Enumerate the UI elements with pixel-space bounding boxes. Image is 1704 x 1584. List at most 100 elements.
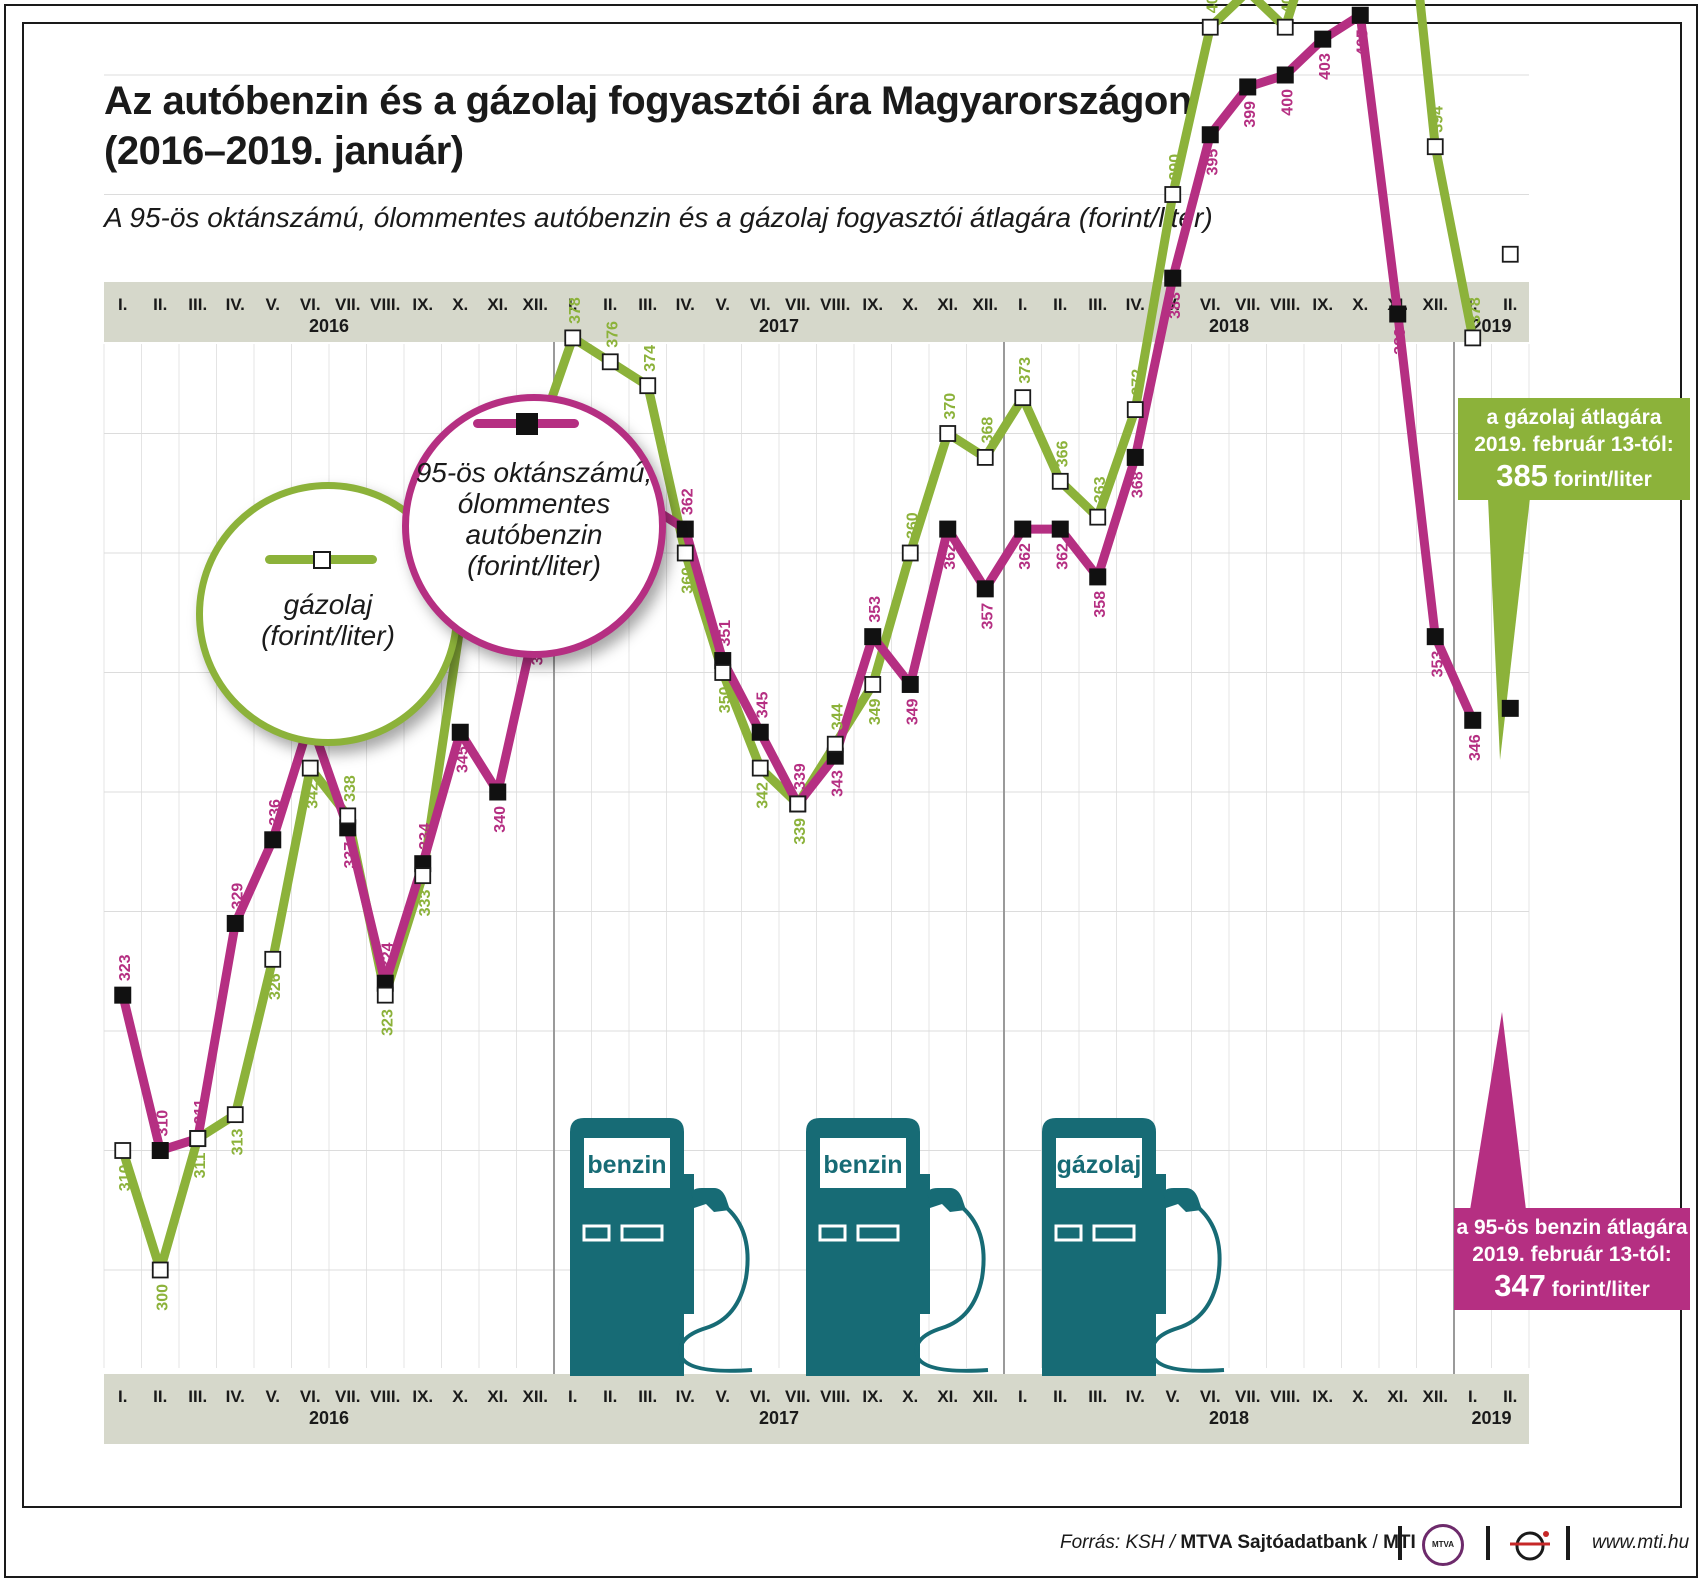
website-link[interactable]: www.mti.hu	[1592, 1532, 1690, 1553]
month-tick-label: II.	[603, 295, 617, 314]
data-label-gazolaj: 374	[642, 345, 659, 372]
legend-benzin-line2: ólommentes	[457, 488, 611, 519]
footer-divider	[1486, 1526, 1490, 1560]
data-label-gazolaj: 349	[867, 698, 884, 725]
title-line-1: Az autóbenzin és a gázolaj fogyasztói ár…	[104, 79, 1192, 123]
data-label-benzin: 311	[192, 1099, 209, 1125]
month-tick-label: XII.	[1422, 295, 1448, 314]
month-tick-label: IX.	[862, 1387, 883, 1406]
month-tick-label: IV.	[676, 295, 695, 314]
fuel-pump-icon: benzin	[570, 1118, 753, 1376]
data-label-benzin: 380	[1392, 328, 1409, 355]
marker-gazolaj	[1126, 401, 1144, 419]
data-label-gazolaj: 378	[567, 297, 584, 324]
data-label-gazolaj: 360	[904, 512, 921, 539]
marker-gazolaj	[789, 795, 807, 813]
marker-gazolaj	[976, 448, 994, 466]
month-tick-label: I.	[568, 295, 577, 314]
year-label: 2017	[759, 316, 799, 336]
data-label-gazolaj: 363	[1092, 476, 1109, 503]
marker-gazolaj	[376, 986, 394, 1004]
marker-benzin	[151, 1142, 169, 1159]
marker-gazolaj	[1051, 472, 1069, 490]
marker-gazolaj	[1164, 186, 1182, 203]
data-label-benzin: 362	[679, 488, 696, 515]
year-label: 2017	[759, 1408, 799, 1428]
marker-gazolaj	[339, 807, 357, 825]
source-bank: MTVA Sajtóadatbank	[1180, 1532, 1368, 1553]
month-tick-label: XI.	[937, 295, 958, 314]
data-label-gazolaj: 376	[604, 321, 621, 348]
marker-gazolaj	[751, 759, 769, 777]
fuel-pump-icon: gázolaj	[1042, 1118, 1225, 1376]
pump-label: benzin	[823, 1151, 902, 1179]
data-label-benzin: 383	[1167, 292, 1184, 319]
month-tick-label: III.	[1088, 295, 1107, 314]
marker-gazolaj	[564, 329, 582, 347]
marker-gazolaj	[1501, 245, 1519, 263]
month-tick-label: V.	[265, 295, 280, 314]
month-tick-label: V.	[265, 1387, 280, 1406]
month-tick-label: II.	[1503, 1387, 1517, 1406]
month-tick-label: IX.	[1312, 295, 1333, 314]
marker-gazolaj	[676, 544, 694, 562]
marker-benzin	[489, 783, 507, 801]
callout-gazolaj-unit: forint/liter	[1553, 468, 1652, 491]
data-label-benzin: 403	[1317, 53, 1334, 80]
month-tick-label: X.	[452, 295, 468, 314]
month-tick-label: VII.	[335, 295, 361, 314]
month-tick-label: IX.	[412, 1387, 433, 1406]
marker-gazolaj	[901, 544, 919, 562]
data-label-gazolaj: 366	[1054, 441, 1071, 468]
data-label-benzin: 399	[1242, 101, 1259, 128]
month-tick-label: IV.	[1126, 295, 1145, 314]
marker-benzin	[1201, 126, 1219, 144]
source-label: Forrás: KSH /	[1060, 1532, 1181, 1553]
callout-gazolaj-value-row: 385 forint/liter	[1458, 458, 1690, 494]
month-tick-label: I.	[1468, 1387, 1477, 1406]
data-label-benzin: 345	[754, 691, 771, 718]
legend-benzin-line1: 95-ös oktánszámú,	[415, 457, 653, 488]
month-band-top	[104, 282, 1529, 342]
month-tick-label: VI.	[750, 295, 771, 314]
mti-logo-icon	[1510, 1531, 1550, 1561]
data-label-gazolaj: 338	[342, 775, 359, 802]
year-label: 2019	[1471, 316, 1511, 336]
marker-gazolaj	[189, 1130, 207, 1147]
callout-benzin: a 95-ös benzin átlagára 2019. február 13…	[1454, 1208, 1690, 1310]
month-tick-label: X.	[1352, 295, 1368, 314]
callout-benzin-line2: 2019. február 13-tól:	[1472, 1243, 1672, 1266]
source-separator: /	[1367, 1532, 1384, 1553]
month-tick-label: I.	[118, 1387, 127, 1406]
marker-benzin	[1014, 520, 1032, 538]
legend-benzin-label: 95-ös oktánszámú, ólommentes autóbenzin …	[409, 457, 659, 581]
legend-benzin: 95-ös oktánszámú, ólommentes autóbenzin …	[402, 394, 666, 658]
data-label-gazolaj: 390	[1167, 154, 1184, 181]
month-tick-label: VI.	[750, 1387, 771, 1406]
source-credit: Forrás: KSH / MTVA Sajtóadatbank / MTI	[1060, 1532, 1416, 1554]
marker-benzin	[1276, 66, 1294, 84]
month-tick-label: V.	[1165, 1387, 1180, 1406]
month-tick-label: III.	[188, 1387, 207, 1406]
marker-benzin	[901, 675, 919, 693]
callout-benzin-value-row: 347 forint/liter	[1454, 1268, 1690, 1304]
month-tick-label: XII.	[972, 295, 998, 314]
month-tick-label: II.	[1053, 295, 1067, 314]
month-tick-label: XII.	[972, 1387, 998, 1406]
marker-benzin	[1501, 699, 1519, 717]
data-label-benzin: 351	[717, 620, 734, 647]
data-label-benzin: 395	[1204, 149, 1221, 176]
legend-gazolaj-line1: gázolaj	[283, 589, 373, 620]
month-tick-label: I.	[118, 295, 127, 314]
data-label-gazolaj: 368	[979, 417, 996, 444]
data-label-gazolaj: 360	[679, 567, 696, 594]
data-label-gazolaj: 326	[267, 973, 284, 1000]
month-tick-label: IX.	[412, 295, 433, 314]
month-tick-label: XI.	[1387, 1387, 1408, 1406]
month-band-bottom	[104, 1374, 1529, 1444]
month-tick-label: VI.	[1200, 295, 1221, 314]
month-tick-label: VII.	[1235, 1387, 1261, 1406]
data-label-benzin: 349	[904, 698, 921, 725]
marker-benzin	[1314, 30, 1332, 48]
month-tick-label: VII.	[785, 295, 811, 314]
